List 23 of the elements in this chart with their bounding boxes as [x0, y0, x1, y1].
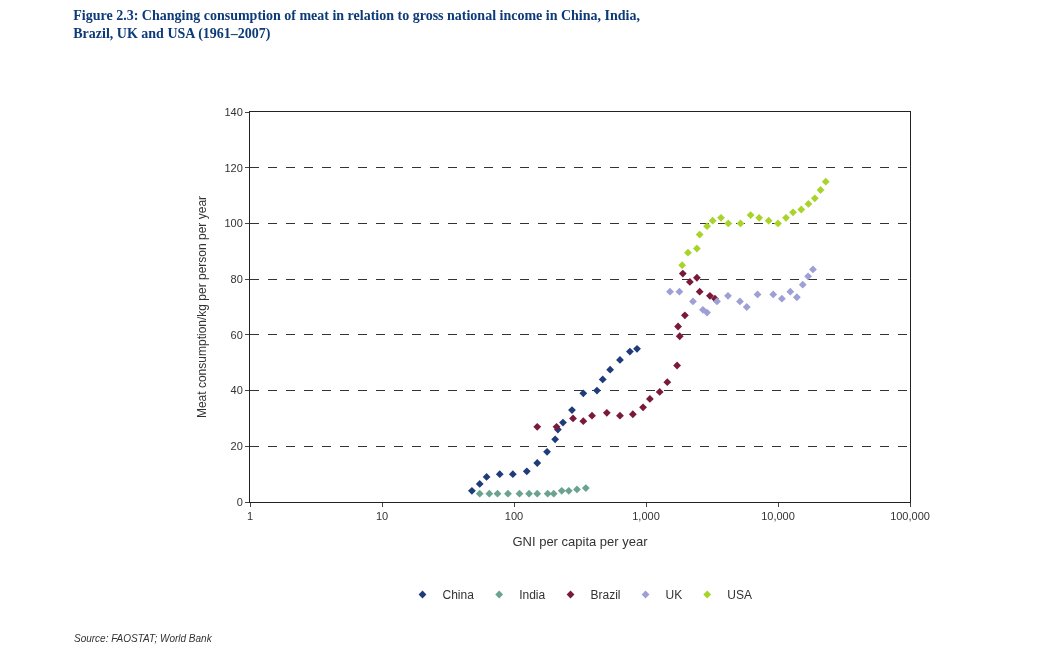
x-tick-label: 10 — [375, 510, 389, 523]
y-tick-label: 40 — [230, 384, 243, 397]
x-tick-label: 1 — [246, 510, 254, 523]
x-tick-label: 100,000 — [890, 510, 930, 523]
legend-label: Brazil — [590, 588, 621, 603]
y-tick-label: 60 — [230, 328, 243, 341]
legend-label: China — [442, 588, 475, 603]
x-axis-title: GNI per capita per year — [512, 533, 649, 549]
chart-title: Figure 2.3: Changing consumption of meat in relation to gross national income in China, India, Brazil, UK and USA (1961–2007) — [73, 8, 640, 43]
x-tick-label: 10,000 — [761, 510, 795, 523]
y-tick-label: 100 — [224, 217, 243, 230]
x-tick-label: 1,000 — [632, 510, 660, 523]
legend-label: UK — [665, 588, 683, 603]
y-tick-label: 80 — [230, 272, 243, 285]
source-note: Source: FAOSTAT; World Bank — [74, 633, 213, 644]
y-tick-label: 0 — [236, 495, 243, 508]
y-tick-label: 140 — [224, 105, 243, 118]
x-tick-label: 100 — [504, 510, 524, 523]
legend-label: USA — [727, 588, 752, 603]
legend-label: India — [519, 588, 546, 603]
y-axis-title: Meat consumption/kg per person per year — [194, 195, 209, 419]
y-tick-label: 20 — [230, 440, 243, 453]
y-tick-label: 120 — [224, 161, 243, 174]
